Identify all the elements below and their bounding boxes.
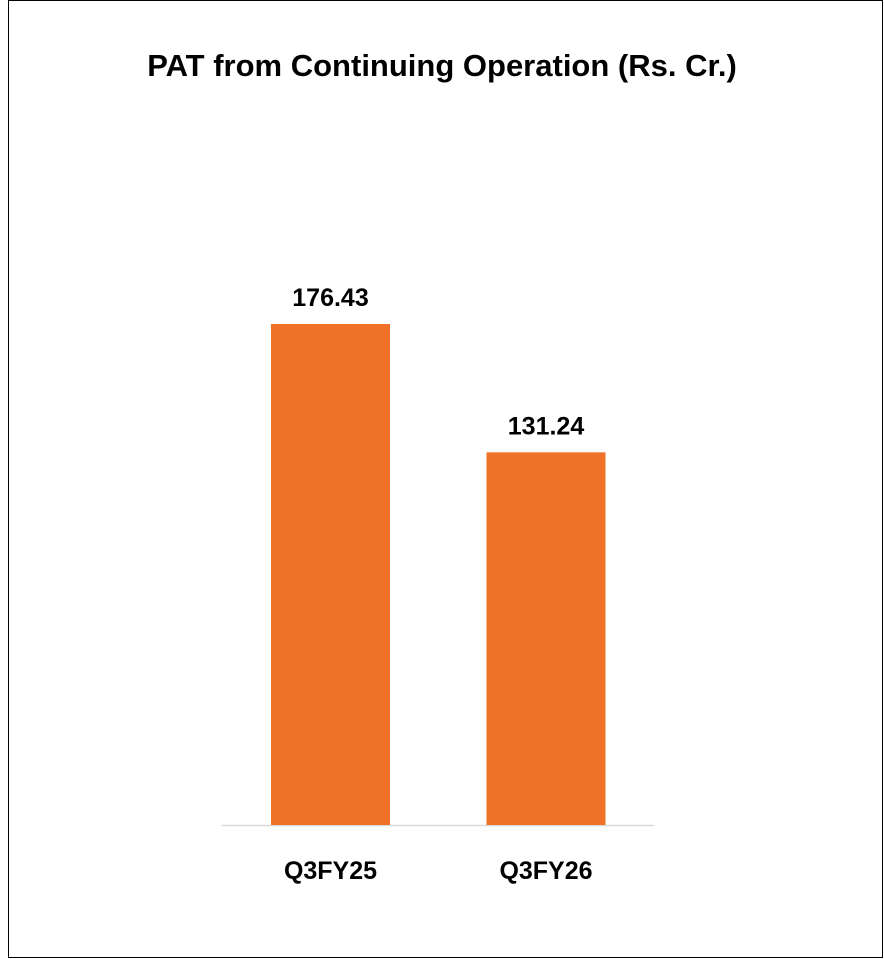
x-tick-label: Q3FY25 — [284, 857, 377, 885]
chart-title: PAT from Continuing Operation (Rs. Cr.) — [147, 48, 737, 83]
value-label: 131.24 — [508, 412, 585, 440]
bar — [486, 452, 606, 825]
frame — [8, 0, 883, 958]
x-tick-label: Q3FY26 — [499, 857, 592, 885]
value-label: 176.43 — [292, 284, 368, 312]
bar — [271, 324, 390, 825]
